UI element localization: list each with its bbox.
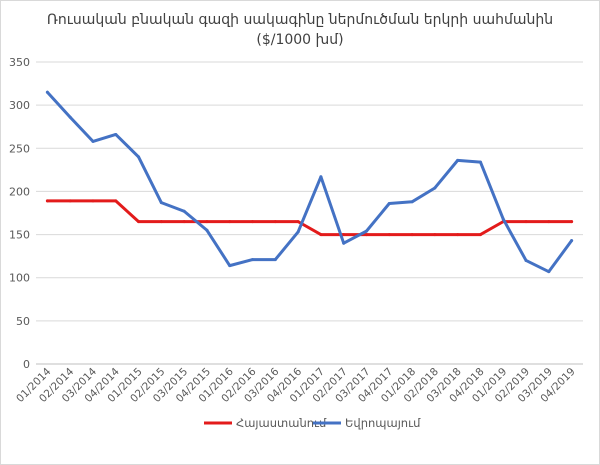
- y-tick-label: 350: [9, 56, 30, 69]
- data-point: [228, 220, 232, 224]
- y-axis: 0 50 100 150 200 250 300 350: [9, 56, 30, 371]
- data-point: [478, 233, 482, 237]
- data-point: [410, 233, 414, 237]
- data-point: [251, 220, 255, 224]
- data-point: [364, 233, 368, 237]
- data-point: [296, 220, 300, 224]
- data-point: [387, 233, 391, 237]
- data-point: [456, 158, 460, 162]
- legend-label: Եվրոպայում: [345, 416, 421, 430]
- data-point: [137, 155, 141, 159]
- data-point: [114, 132, 118, 136]
- y-tick-label: 0: [23, 358, 30, 371]
- series-line-1: [45, 199, 574, 237]
- data-point: [387, 202, 391, 206]
- chart-title-line-1: Ռուսական բնական գազի սակագինը ներմուծման…: [46, 12, 554, 28]
- data-point: [228, 264, 232, 268]
- data-point: [524, 258, 528, 262]
- series-lines: [45, 90, 574, 274]
- data-point: [570, 239, 574, 243]
- data-point: [478, 160, 482, 164]
- data-point: [159, 201, 163, 205]
- data-point: [410, 200, 414, 204]
- y-tick-label: 300: [9, 99, 30, 112]
- data-point: [251, 258, 255, 262]
- data-point: [45, 199, 49, 203]
- data-point: [319, 233, 323, 237]
- series-line-2: [45, 90, 574, 274]
- y-tick-label: 250: [9, 142, 30, 155]
- data-point: [433, 233, 437, 237]
- data-point: [296, 230, 300, 234]
- data-point: [433, 186, 437, 190]
- data-point: [68, 199, 72, 203]
- data-point: [205, 220, 209, 224]
- y-tick-label: 200: [9, 185, 30, 198]
- data-point: [91, 199, 95, 203]
- data-point: [524, 220, 528, 224]
- data-point: [205, 228, 209, 232]
- data-point: [547, 220, 551, 224]
- data-point: [182, 209, 186, 213]
- data-point: [570, 220, 574, 224]
- data-point: [114, 199, 118, 203]
- data-point: [273, 220, 277, 224]
- data-point: [182, 220, 186, 224]
- data-point: [364, 229, 368, 233]
- y-tick-label: 150: [9, 229, 30, 242]
- chart-title: Ռուսական բնական գազի սակագինը ներմուծման…: [0, 10, 600, 50]
- data-point: [456, 233, 460, 237]
- chart-title-line-2: ($/1000 խմ): [256, 32, 344, 48]
- data-point: [501, 217, 505, 221]
- data-point: [159, 220, 163, 224]
- data-point: [45, 90, 49, 94]
- y-tick-label: 100: [9, 272, 30, 285]
- legend-label: Հայաստանում: [236, 416, 327, 430]
- legend: Հայաստանում Եվրոպայում: [204, 416, 421, 430]
- data-point: [342, 241, 346, 245]
- data-point: [91, 139, 95, 143]
- data-point: [319, 175, 323, 179]
- data-point: [273, 258, 277, 262]
- data-point: [68, 115, 72, 119]
- x-axis: 01/201402/201403/201404/201401/201502/20…: [14, 365, 578, 405]
- data-point: [137, 220, 141, 224]
- y-tick-label: 50: [16, 315, 30, 328]
- data-point: [342, 233, 346, 237]
- data-point: [547, 270, 551, 274]
